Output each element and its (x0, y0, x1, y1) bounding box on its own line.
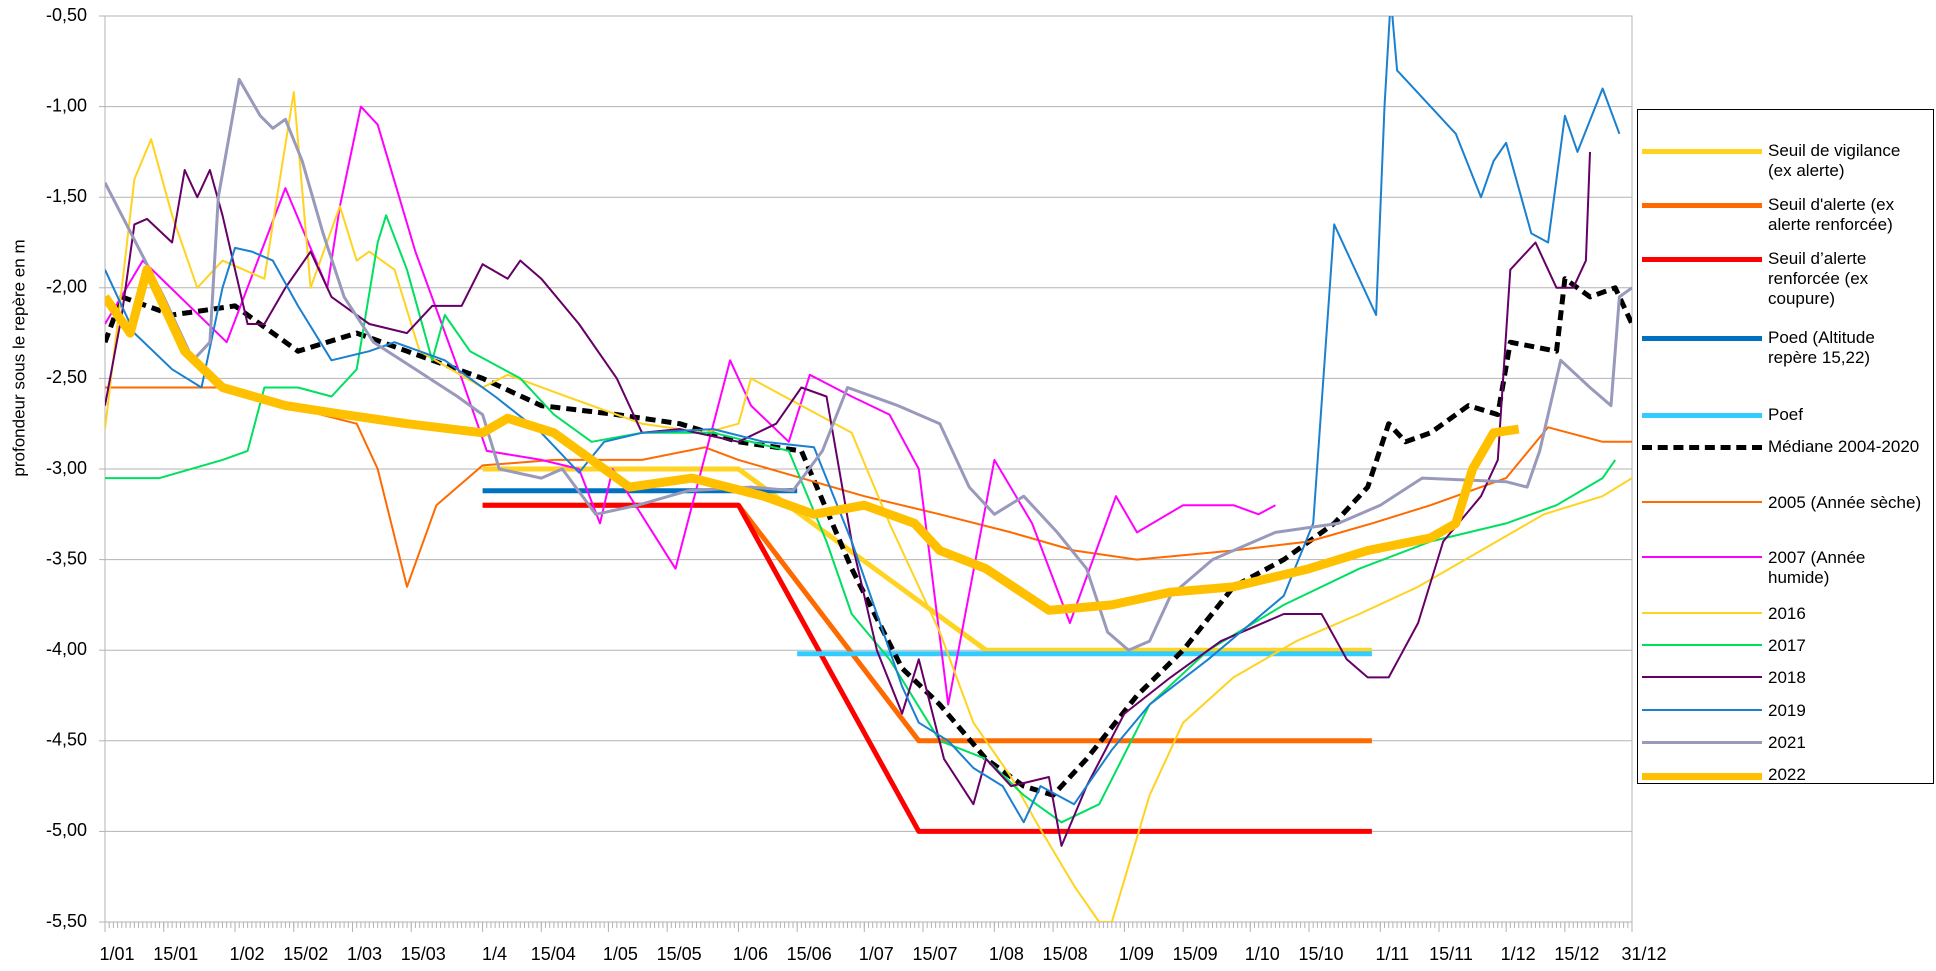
x-tick-label: 15/11 (1429, 944, 1473, 964)
x-tick-label: 1/02 (230, 944, 265, 964)
y-tick-label: -2,00 (46, 277, 87, 297)
x-tick-label: 1/09 (1119, 944, 1154, 964)
x-tick-label: 15/03 (401, 944, 446, 964)
legend-label: 2016 (1768, 604, 1806, 623)
x-tick-label: 1/06 (733, 944, 768, 964)
x-tick-label: 15/02 (283, 944, 328, 964)
x-tick-label: 1/03 (347, 944, 382, 964)
x-tick-label: 15/04 (531, 944, 576, 964)
legend-label: Seuil de vigilance (ex alerte) (1768, 141, 1901, 180)
legend-swatch (1642, 556, 1762, 558)
legend-label: Poed (Altitude repère 15,22) (1768, 328, 1875, 367)
y-tick-label: -0,50 (46, 5, 87, 25)
legend-label: 2022 (1768, 765, 1806, 784)
legend-label: 2021 (1768, 733, 1806, 752)
legend-label: Médiane 2004-2020 (1768, 437, 1920, 456)
legend-label: 2007 (Année humide) (1768, 548, 1866, 587)
series-line (482, 502, 1372, 834)
legend-swatch (1642, 149, 1762, 154)
x-tick-label: 1/12 (1501, 944, 1536, 964)
x-tick-label: 15/10 (1298, 944, 1343, 964)
legend-label: 2005 (Année sèche) (1768, 493, 1922, 512)
series-line (105, 276, 1632, 798)
x-tick-label: 1/4 (482, 944, 507, 964)
legend-swatch (1642, 336, 1762, 341)
y-tick-label: -1,00 (46, 95, 87, 115)
legend-label: Seuil d’alerte renforcée (ex coupure) (1768, 249, 1869, 308)
x-tick-label: 15/09 (1173, 944, 1218, 964)
x-minor-ticks (104, 922, 1633, 928)
series-line (105, 91, 1632, 922)
x-tick-label: 1/08 (989, 944, 1024, 964)
legend-label: Seuil d'alerte (ex alerte renforcée) (1768, 195, 1895, 234)
y-tick-label: -2,50 (46, 367, 87, 387)
legend-label: 2018 (1768, 668, 1806, 687)
y-tick-label: -5,00 (46, 820, 87, 840)
legend-swatch (1642, 773, 1762, 780)
legend-swatch (1642, 612, 1762, 614)
series-line (105, 16, 1621, 824)
series-line (105, 214, 1617, 824)
x-tick-label: 31/12 (1621, 944, 1666, 964)
y-tick-label: -4,00 (46, 639, 87, 659)
y-tick-label: -3,50 (46, 548, 87, 568)
series-line (105, 105, 1276, 706)
series-group (105, 16, 1632, 922)
legend-swatch (1642, 257, 1762, 262)
x-tick-label: 1/05 (603, 944, 638, 964)
y-tick-label: -5,50 (46, 911, 87, 931)
series-line (105, 265, 1520, 615)
x-tick-label: 1/07 (859, 944, 894, 964)
legend-label: 2017 (1768, 636, 1806, 655)
legend-swatch (1642, 709, 1762, 711)
legend-swatch (1642, 413, 1762, 418)
x-tick-label: 15/06 (787, 944, 832, 964)
y-tick-label: -1,50 (46, 186, 87, 206)
grid (99, 15, 1633, 932)
x-tick-label: 15/01 (153, 944, 198, 964)
legend-swatch (1642, 203, 1762, 208)
y-tick-label: -3,00 (46, 458, 87, 478)
legend-swatch (1642, 676, 1762, 678)
x-tick-label: 1/10 (1245, 944, 1280, 964)
legend-swatch (1642, 644, 1762, 646)
legend-label: Poef (1768, 405, 1803, 424)
y-axis-title: profondeur sous le repère en m (9, 239, 28, 476)
x-tick-label: 15/05 (657, 944, 702, 964)
series-line (105, 151, 1591, 847)
legend-swatch (1642, 501, 1762, 503)
legend-swatch (1642, 445, 1762, 450)
x-tick-label: 15/08 (1043, 944, 1088, 964)
legend: Seuil de vigilance (ex alerte) Seuil d'al… (1637, 109, 1934, 784)
x-tick-label: 1/11 (1375, 944, 1409, 964)
legend-label: 2019 (1768, 701, 1806, 720)
x-tick-label: 1/01 (99, 944, 134, 964)
legend-swatch (1642, 741, 1762, 744)
y-tick-label: -4,50 (46, 730, 87, 750)
x-tick-label: 15/12 (1554, 944, 1599, 964)
series-line (105, 77, 1632, 652)
x-tick-label: 15/07 (913, 944, 958, 964)
